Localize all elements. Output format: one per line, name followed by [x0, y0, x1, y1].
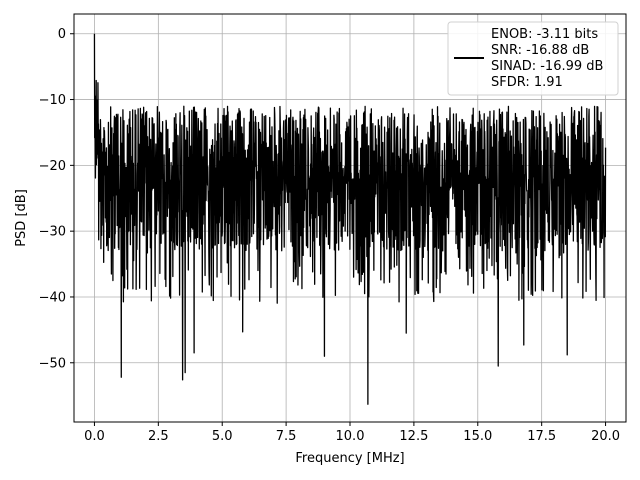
- legend-entry-snr: SNR: -16.88 dB: [491, 43, 589, 58]
- y-tick-label: −20: [39, 159, 66, 174]
- series-layer: [93, 33, 607, 405]
- x-tick-label: 2.5: [148, 429, 169, 444]
- tick-layer: 0.0 2.5 5.0 7.5 10.0 12.5 15.0 17.5 20.0 0 −10 −20 −…: [39, 27, 620, 444]
- x-tick-label: 17.5: [527, 429, 556, 444]
- y-tick-label: −30: [39, 225, 66, 240]
- legend-entry-sfdr: SFDR: 1.91: [491, 75, 563, 90]
- legend: ENOB: -3.11 bits SNR: -16.88 dB SINAD: -…: [447, 21, 619, 96]
- y-tick-label: 0: [58, 27, 66, 42]
- psd-series-line: [93, 33, 607, 405]
- legend-box: [447, 21, 619, 96]
- legend-entry-enob: ENOB: -3.11 bits: [491, 27, 598, 42]
- x-tick-label: 5.0: [212, 429, 233, 444]
- x-tick-label: 10.0: [336, 429, 365, 444]
- x-tick-label: 15.0: [463, 429, 492, 444]
- x-tick-label: 12.5: [399, 429, 428, 444]
- y-axis-label: PSD [dB]: [14, 189, 29, 247]
- y-tick-label: −40: [39, 290, 66, 305]
- x-axis-label: Frequency [MHz]: [295, 451, 404, 466]
- y-tick-label: −10: [39, 93, 66, 108]
- y-tick-label: −50: [39, 356, 66, 371]
- x-tick-label: 20.0: [591, 429, 620, 444]
- x-tick-label: 7.5: [276, 429, 297, 444]
- legend-entry-sinad: SINAD: -16.99 dB: [491, 59, 603, 74]
- x-tick-label: 0.0: [84, 429, 105, 444]
